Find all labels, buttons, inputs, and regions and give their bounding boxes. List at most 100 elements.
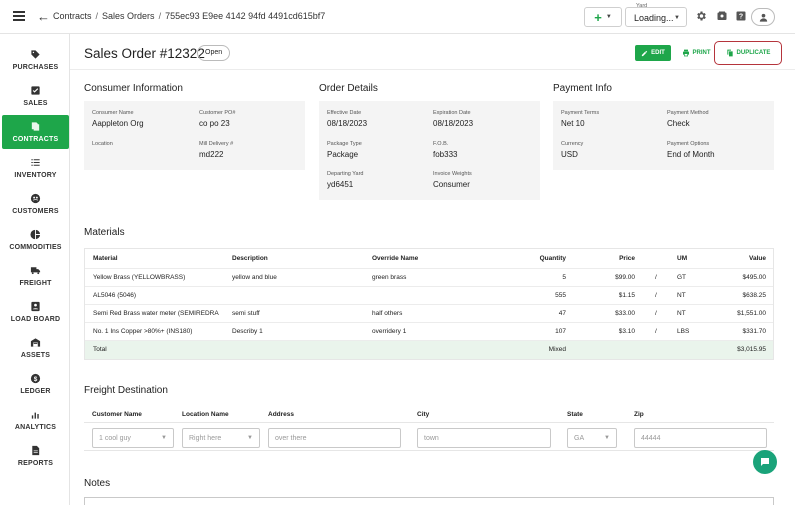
sidebar-item-assets[interactable]: ASSETS bbox=[2, 331, 69, 365]
chat-button[interactable] bbox=[753, 450, 777, 474]
consumer-card: Consumer Name Aappleton Org Customer PO#… bbox=[84, 101, 305, 170]
cell-description: semi stuff bbox=[232, 310, 260, 317]
yard-select[interactable]: Loading... ▼ bbox=[625, 7, 687, 27]
table-row[interactable]: AL5046 (5046) 555 $1.15 / NT $638.25 bbox=[85, 287, 773, 305]
consumer-section-title: Consumer Information bbox=[84, 83, 183, 94]
sidebar-item-load-board[interactable]: LOAD BOARD bbox=[2, 295, 69, 329]
cell-slash: / bbox=[655, 328, 657, 335]
table-row[interactable]: No. 1 Ins Copper >80%+ (INS180) Describy… bbox=[85, 323, 773, 341]
field-label: F.O.B. bbox=[433, 141, 449, 147]
sidebar-item-sales[interactable]: SALES bbox=[2, 79, 69, 113]
field-label: Invoice Weights bbox=[433, 171, 472, 177]
breadcrumb-sales-orders[interactable]: Sales Orders bbox=[102, 11, 155, 21]
chevron-down-icon: ▼ bbox=[161, 435, 167, 441]
chevron-down-icon: ▼ bbox=[674, 15, 680, 21]
column-header-description: Description bbox=[232, 255, 268, 262]
currency-field: Currency USD bbox=[561, 141, 583, 159]
order-card: Effective Date 08/18/2023 Expiration Dat… bbox=[319, 101, 540, 200]
sidebar-item-customers[interactable]: CUSTOMERS bbox=[2, 187, 69, 221]
cell-slash: / bbox=[655, 274, 657, 281]
cell-price: $3.10 bbox=[618, 328, 635, 335]
sidebar-item-ledger[interactable]: $ LEDGER bbox=[2, 367, 69, 401]
chevron-down-icon: ▼ bbox=[247, 435, 253, 441]
expiration-date-field: Expiration Date 08/18/2023 bbox=[433, 110, 473, 128]
user-icon bbox=[759, 13, 767, 22]
field-value: Consumer bbox=[433, 180, 470, 189]
notes-input[interactable] bbox=[84, 497, 774, 505]
top-bar: ← Contracts / Sales Orders/755ec93 E9ee 41… bbox=[0, 0, 795, 34]
departing-yard-field: Departing Yard yd6451 bbox=[327, 171, 364, 189]
payment-terms-field: Payment Terms Net 10 bbox=[561, 110, 599, 128]
cell-quantity: 555 bbox=[555, 292, 566, 299]
cell-value: $495.00 bbox=[742, 274, 767, 281]
customer-po-field: Customer PO# co po 23 bbox=[199, 110, 235, 128]
breadcrumb: Contracts / Sales Orders/755ec93 E9ee 4142… bbox=[53, 11, 326, 21]
sidebar-item-inventory[interactable]: INVENTORY bbox=[2, 151, 69, 185]
pencil-icon bbox=[642, 50, 648, 56]
customers-icon bbox=[30, 193, 41, 204]
cell-material: AL5046 (5046) bbox=[93, 292, 137, 299]
field-value: 08/18/2023 bbox=[433, 119, 474, 128]
sidebar-item-contracts[interactable]: CONTRACTS bbox=[2, 115, 69, 149]
field-label: Package Type bbox=[327, 141, 362, 147]
printer-icon bbox=[682, 49, 689, 57]
table-row[interactable]: Yellow Brass (YELLOWBRASS) yellow and bl… bbox=[85, 269, 773, 287]
cell-description: yellow and blue bbox=[232, 274, 277, 281]
fob-field: F.O.B. fob333 bbox=[433, 141, 457, 159]
field-label: Mill Delivery # bbox=[199, 141, 234, 147]
checkbox-icon bbox=[31, 86, 40, 95]
avatar[interactable] bbox=[751, 8, 775, 26]
divider bbox=[84, 422, 774, 423]
city-input[interactable]: town bbox=[417, 428, 551, 448]
customer-name-select[interactable]: 1 cool guy ▼ bbox=[92, 428, 174, 448]
column-header-value: Value bbox=[749, 255, 766, 262]
menu-icon[interactable] bbox=[13, 11, 25, 21]
chevron-down-icon: ▼ bbox=[605, 14, 612, 20]
edit-button[interactable]: EDIT bbox=[635, 45, 671, 61]
add-button[interactable]: + ▼ bbox=[584, 7, 622, 27]
field-label: Currency bbox=[561, 141, 584, 147]
sidebar-item-commodities[interactable]: COMMODITIES bbox=[2, 223, 69, 257]
sidebar-item-analytics[interactable]: ANALYTICS bbox=[2, 403, 69, 437]
cell-override-name: green brass bbox=[372, 274, 407, 281]
sidebar-item-label: LEDGER bbox=[20, 388, 51, 395]
order-section-title: Order Details bbox=[319, 83, 378, 94]
sidebar-item-label: SALES bbox=[23, 100, 48, 107]
location-name-select[interactable]: Right here ▼ bbox=[182, 428, 260, 448]
total-value: $3,015.95 bbox=[737, 346, 766, 353]
cell-value: $331.70 bbox=[742, 328, 767, 335]
duplicate-button[interactable]: DUPLICATE bbox=[714, 41, 782, 65]
list-icon bbox=[31, 159, 40, 166]
sidebar-item-freight[interactable]: FREIGHT bbox=[2, 259, 69, 293]
help-icon[interactable]: ? bbox=[735, 10, 747, 22]
field-value: yd6451 bbox=[327, 180, 354, 189]
chat-icon bbox=[761, 458, 769, 466]
back-arrow-icon[interactable]: ← bbox=[37, 9, 50, 24]
plus-icon: + bbox=[594, 9, 602, 25]
breadcrumb-current-id: 755ec93 E9ee 4142 94fd 4491cd615bf7 bbox=[165, 11, 326, 21]
zip-input[interactable]: 44444 bbox=[634, 428, 767, 448]
state-select[interactable]: GA ▼ bbox=[567, 428, 617, 448]
customer-name-placeholder: 1 cool guy bbox=[99, 435, 131, 442]
cell-price: $33.00 bbox=[615, 310, 635, 317]
field-label: Departing Yard bbox=[327, 171, 364, 177]
field-label: Customer PO# bbox=[199, 110, 236, 116]
settings-icon[interactable] bbox=[695, 10, 707, 22]
breadcrumb-contracts[interactable]: Contracts bbox=[53, 11, 92, 21]
address-input[interactable]: over there bbox=[268, 428, 401, 448]
address-placeholder: over there bbox=[275, 435, 307, 442]
contract-icon bbox=[31, 122, 40, 131]
table-header-row: Material Description Override Name Quant… bbox=[85, 249, 773, 269]
sidebar-item-purchases[interactable]: PURCHASES bbox=[2, 43, 69, 77]
column-header-override-name: Override Name bbox=[372, 255, 419, 262]
tag-icon bbox=[31, 50, 40, 59]
duplicate-label: DUPLICATE bbox=[736, 50, 771, 56]
cell-material: No. 1 Ins Copper >80%+ (INS180) bbox=[93, 328, 193, 335]
table-row[interactable]: Semi Red Brass water meter (SEMIREDRA se… bbox=[85, 305, 773, 323]
sidebar-item-reports[interactable]: REPORTS bbox=[2, 439, 69, 473]
cell-price: $99.00 bbox=[615, 274, 635, 281]
freight-header-location-name: Location Name bbox=[182, 411, 229, 418]
print-button[interactable]: PRINT bbox=[678, 45, 714, 61]
location-field: Location bbox=[92, 141, 113, 150]
wallet-icon[interactable] bbox=[716, 10, 728, 22]
